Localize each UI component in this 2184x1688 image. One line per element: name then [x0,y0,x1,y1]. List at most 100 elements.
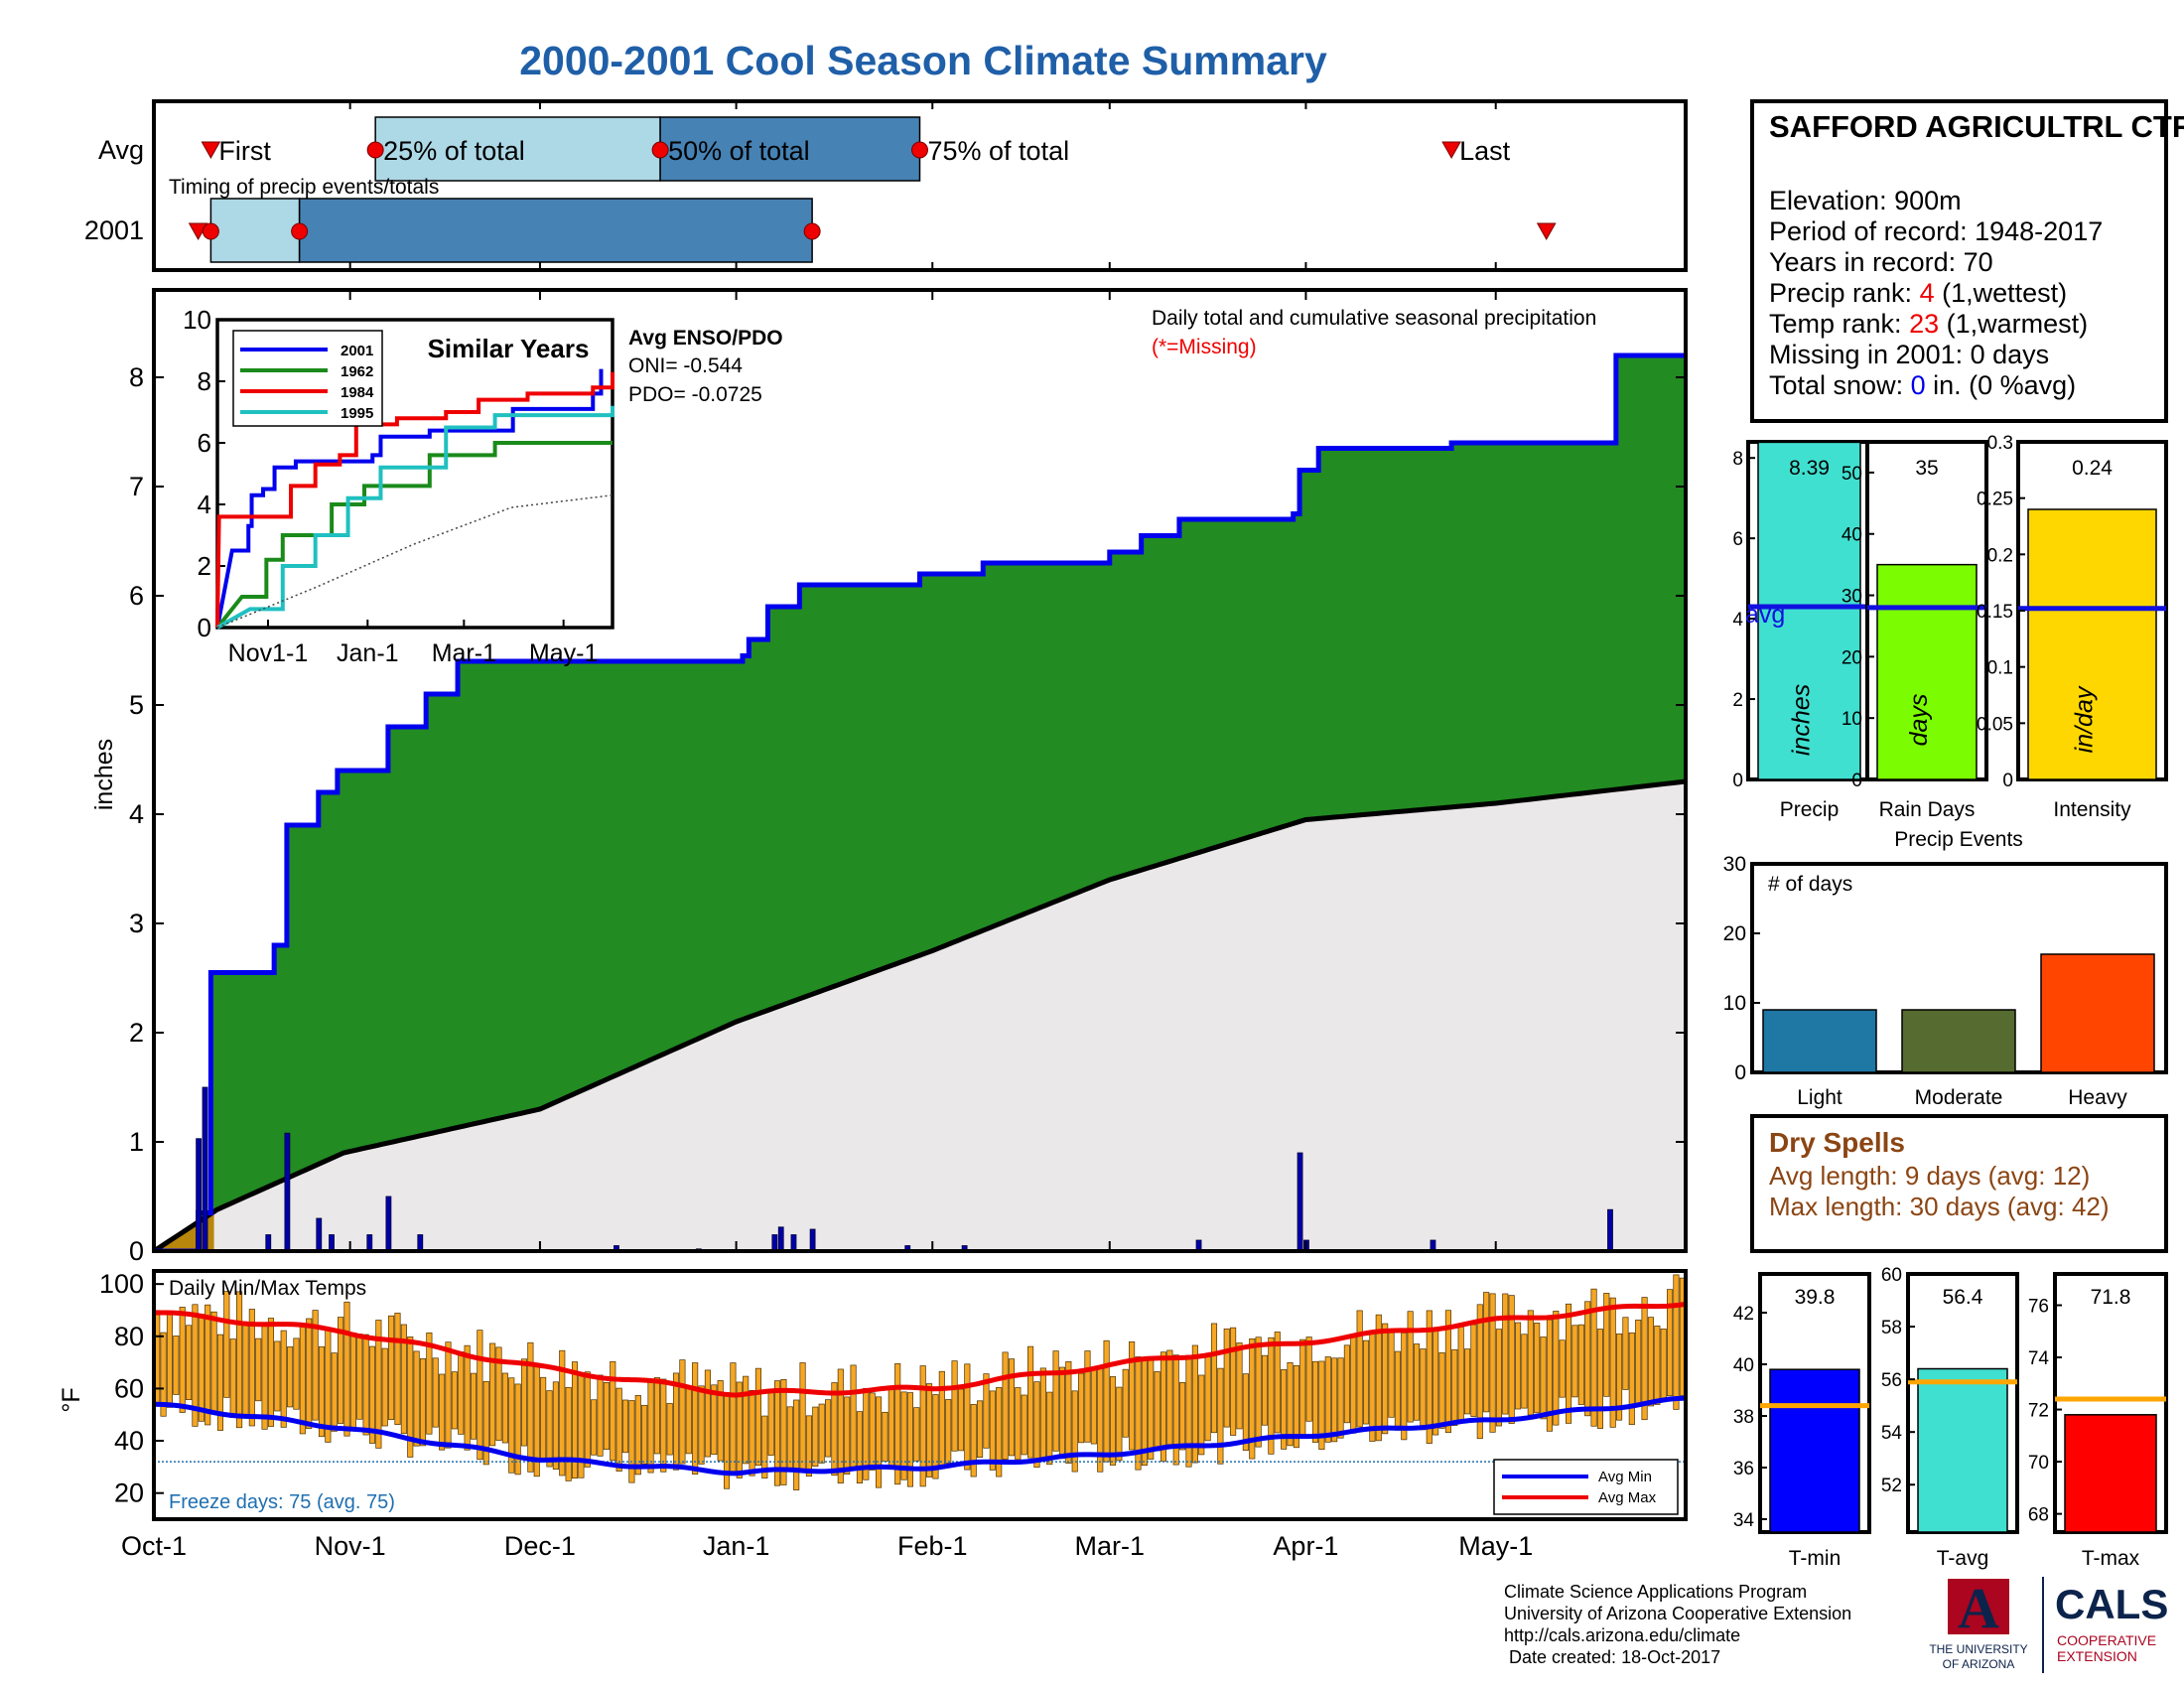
daily-temp-bar [274,1340,281,1412]
daily-temp-bar [1514,1322,1522,1410]
timing-avg-last-marker [1441,141,1461,160]
inset-line-2001 [215,368,604,629]
timing-2001-box-first-25 [209,198,301,263]
daily-temp-bar [229,1338,236,1418]
summary-ytick-label: 0.1 [1987,658,2013,679]
dry-spells-box: Dry Spells Avg length: 9 days (avg: 12) … [1750,1114,2168,1253]
daily-temp-bar [1033,1381,1040,1469]
main-legend-title: Daily total and cumulative seasonal prec… [1152,307,1596,330]
daily-temp-bar [603,1382,610,1451]
daily-temp-bar [869,1392,876,1471]
dry-spells-title: Dry Spells [1769,1127,1905,1158]
daily-temp-bar [1324,1356,1331,1443]
summary-category-label: Rain Days [1879,798,1976,821]
summary-ytick-label: 6 [1732,529,1743,550]
summary-ytick-label: 0.05 [1977,714,2013,735]
daily-temp-bar [445,1341,452,1449]
timing-label-last: Last [1459,136,1511,166]
daily-temp-bar [179,1307,186,1413]
daily-temp-bar [1052,1350,1059,1452]
daily-precip-bar [961,1245,968,1251]
daily-temp-bar [799,1362,806,1473]
daily-temp-bar [793,1399,800,1490]
daily-temp-bar [1375,1314,1382,1442]
daily-temp-bar [166,1314,174,1408]
temp-ytick-label: 100 [99,1269,144,1299]
x-axis-label: Mar-1 [1075,1531,1146,1561]
daily-temp-bar [451,1371,458,1430]
daily-temp-bar [210,1311,217,1414]
precip-surplus-area [154,355,1686,1251]
inset-xtick-label: Mar-1 [432,639,496,667]
daily-temp-bar [205,1304,211,1426]
daily-temp-bar [1369,1333,1376,1442]
inset-title: Similar Years [428,334,590,363]
daily-temp-bar [970,1404,977,1477]
daily-temp-bar [882,1411,888,1463]
summary-value-text: 8.39 [1789,457,1830,480]
daily-precip-bar [265,1234,272,1251]
summary-bar-rain-days [1876,563,1978,780]
station-precip-rank: Precip rank: 4 (1,wettest) [1769,278,2067,308]
temp-summary-ytick-label: 74 [2028,1348,2050,1369]
daily-temp-bar [1660,1329,1667,1402]
temp-summary-bar-t-avg [1917,1367,2008,1533]
cals-logo: CALS COOPERATIVE EXTENSION [2055,1581,2168,1664]
daily-temp-bar [419,1358,427,1447]
daily-temp-bar [1305,1336,1312,1422]
daily-temp-bar [552,1381,559,1471]
daily-temp-bar [1046,1391,1053,1466]
daily-temp-bar [774,1380,781,1486]
daily-temp-bar [426,1332,433,1435]
timing-label-75: 75% of total [928,136,1070,166]
main-ytick-label: 1 [129,1127,144,1157]
daily-temp-bar [660,1378,667,1473]
daily-temp-bar [261,1323,268,1430]
daily-temp-bar [844,1396,851,1475]
avg-min-line [154,1395,1686,1477]
daily-temp-bar [1476,1304,1483,1440]
daily-temp-bar [1382,1323,1389,1435]
daily-temp-bar [932,1394,939,1479]
daily-temp-bar [1350,1336,1357,1434]
daily-temp-bar [432,1357,439,1428]
daily-temp-bar [1444,1310,1451,1434]
summary-ytick-label: 0.3 [1987,433,2013,454]
inset-legend-label: 1995 [341,405,373,422]
daily-temp-bar [672,1372,680,1471]
legend-avg-min: Avg Min [1598,1469,1652,1485]
main-ytick-label: 3 [129,909,144,938]
daily-temp-bar [736,1381,743,1478]
daily-temp-bar [805,1415,812,1477]
daily-temp-bar [362,1334,369,1436]
temps-title: Daily Min/Max Temps [169,1277,366,1300]
daily-temp-bar [1166,1349,1173,1446]
timing-2001-box-25-50 [298,198,813,263]
timing-label-first: First [218,136,271,166]
daily-temp-bar [559,1349,566,1477]
daily-temp-bar [1090,1366,1097,1445]
daily-temp-bar [1179,1382,1186,1451]
summary-unit-label: inches [1788,684,1816,756]
daily-temp-bar [1008,1358,1016,1457]
timing-2001-25-marker [291,222,309,240]
daily-temp-bar [381,1347,388,1427]
daily-temp-bar [913,1407,920,1462]
daily-temp-bar [293,1337,300,1410]
daily-temp-bar [1559,1339,1566,1398]
daily-temp-bar [470,1372,478,1440]
temp-ytick-label: 80 [114,1322,144,1351]
daily-temp-bar [1027,1345,1034,1459]
daily-temp-bar [400,1324,407,1435]
timing-avg-first-marker [201,141,221,160]
summary-ytick-label: 0 [1732,771,1743,791]
footer-line-3: http://cals.arizona.edu/climate [1504,1625,1740,1645]
university-of-arizona-logo: A THE UNIVERSITY OF ARIZONA [1929,1576,2027,1671]
temp-summary-value: 71.8 [2091,1286,2131,1309]
station-snow: Total snow: 0 in. (0 %avg) [1769,370,2076,400]
daily-temp-bar [1407,1311,1414,1423]
x-axis-label: Nov-1 [315,1531,386,1561]
temp-ytick-label: 40 [114,1426,144,1456]
daily-temp-bar [754,1367,761,1467]
inset-ytick-label: 6 [198,428,211,458]
